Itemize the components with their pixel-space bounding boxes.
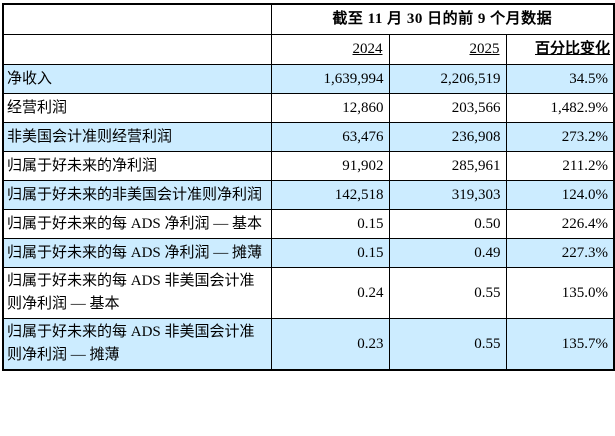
value-2024: 0.15	[270, 238, 390, 268]
table-body: 净收入 1,639,994 2,206,519 34.5% 经营利润 12,86…	[2, 64, 615, 371]
table-row: 净收入 1,639,994 2,206,519 34.5%	[2, 64, 615, 94]
value-percent-change: 273.2%	[505, 122, 615, 152]
column-header-row: 2024 2025 百分比变化	[2, 34, 615, 65]
metric-label: 非美国会计准则经营利润	[2, 122, 272, 152]
table-row: 归属于好未来的每 ADS 净利润 — 基本 0.15 0.50 226.4%	[2, 209, 615, 239]
value-percent-change: 226.4%	[505, 209, 615, 239]
metric-label: 归属于好未来的每 ADS 非美国会计准则净利润 — 摊薄	[2, 318, 272, 371]
value-percent-change: 1,482.9%	[505, 93, 615, 123]
header-empty-cell-bottom	[2, 34, 272, 65]
value-2024: 63,476	[270, 122, 390, 152]
value-percent-change: 135.0%	[505, 267, 615, 319]
value-percent-change: 34.5%	[505, 64, 615, 94]
column-header-2024: 2024	[270, 34, 390, 65]
table-row: 归属于好未来的净利润 91,902 285,961 211.2%	[2, 151, 615, 181]
metric-label: 归属于好未来的净利润	[2, 151, 272, 181]
metric-label: 归属于好未来的非美国会计准则净利润	[2, 180, 272, 210]
value-2025: 203,566	[388, 93, 507, 123]
value-2025: 0.55	[388, 318, 507, 371]
value-2025: 2,206,519	[388, 64, 507, 94]
value-2025: 319,303	[388, 180, 507, 210]
table-row: 非美国会计准则经营利润 63,476 236,908 273.2%	[2, 122, 615, 152]
metric-label: 归属于好未来的每 ADS 净利润 — 基本	[2, 209, 272, 239]
value-2025: 285,961	[388, 151, 507, 181]
value-2024: 0.15	[270, 209, 390, 239]
value-2025: 236,908	[388, 122, 507, 152]
table-row: 经营利润 12,860 203,566 1,482.9%	[2, 93, 615, 123]
header-empty-cell-top	[2, 3, 272, 35]
value-2025: 0.49	[388, 238, 507, 268]
value-2024: 0.24	[270, 267, 390, 319]
metric-label: 归属于好未来的每 ADS 净利润 — 摊薄	[2, 238, 272, 268]
value-percent-change: 211.2%	[505, 151, 615, 181]
financial-table-container: 截至 11 月 30 日的前 9 个月数据 2024 2025 百分比变化 净收…	[2, 3, 615, 371]
metric-label: 经营利润	[2, 93, 272, 123]
value-2024: 1,639,994	[270, 64, 390, 94]
value-2024: 142,518	[270, 180, 390, 210]
value-percent-change: 135.7%	[505, 318, 615, 371]
value-2025: 0.50	[388, 209, 507, 239]
period-header: 截至 11 月 30 日的前 9 个月数据	[270, 3, 615, 35]
metric-label: 净收入	[2, 64, 272, 94]
column-header-percent-change: 百分比变化	[505, 34, 615, 65]
table-row: 归属于好未来的每 ADS 净利润 — 摊薄 0.15 0.49 227.3%	[2, 238, 615, 268]
value-2024: 0.23	[270, 318, 390, 371]
table-row: 归属于好未来的每 ADS 非美国会计准则净利润 — 摊薄 0.23 0.55 1…	[2, 318, 615, 371]
value-percent-change: 124.0%	[505, 180, 615, 210]
table-row: 归属于好未来的非美国会计准则净利润 142,518 319,303 124.0%	[2, 180, 615, 210]
value-2024: 91,902	[270, 151, 390, 181]
column-header-2025: 2025	[388, 34, 507, 65]
value-percent-change: 227.3%	[505, 238, 615, 268]
value-2024: 12,860	[270, 93, 390, 123]
period-header-row: 截至 11 月 30 日的前 9 个月数据	[2, 3, 615, 35]
table-row: 归属于好未来的每 ADS 非美国会计准则净利润 — 基本 0.24 0.55 1…	[2, 267, 615, 319]
value-2025: 0.55	[388, 267, 507, 319]
financial-results-table: 截至 11 月 30 日的前 9 个月数据 2024 2025 百分比变化 净收…	[2, 3, 615, 371]
metric-label: 归属于好未来的每 ADS 非美国会计准则净利润 — 基本	[2, 267, 272, 319]
